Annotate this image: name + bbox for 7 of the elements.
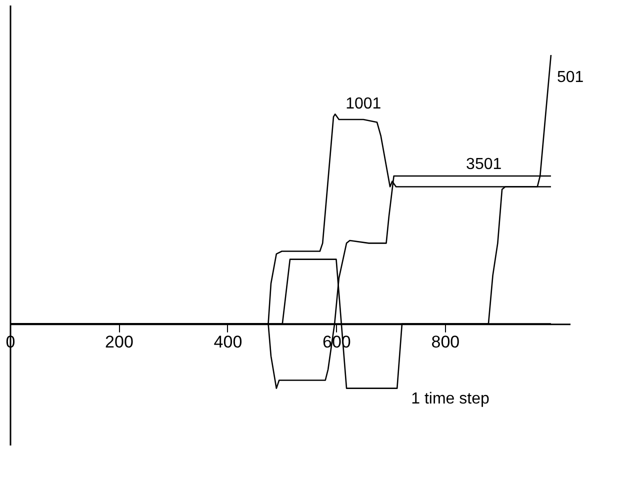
x-tick-label: 800 xyxy=(431,332,460,352)
series-label: 1 time step xyxy=(411,390,490,408)
series-label: 3501 xyxy=(466,156,502,173)
x-tick-label: 400 xyxy=(214,332,242,352)
x-tick-label: 200 xyxy=(105,332,134,352)
series-label: 1001 xyxy=(346,96,382,113)
series-label: 501 xyxy=(556,69,584,86)
